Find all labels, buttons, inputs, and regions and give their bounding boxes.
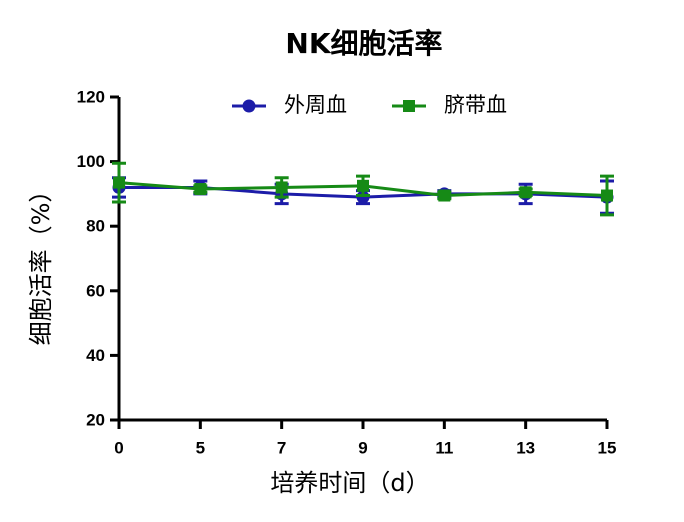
y-tick-label: 80 [86,217,105,236]
y-axis-label: 细胞活率（%） [27,179,55,346]
data-point [438,189,451,202]
x-tick-label: 11 [435,438,453,457]
x-tick-label: 0 [114,438,123,457]
data-point [519,186,532,199]
y-tick-label: 120 [77,87,105,106]
legend-label: 外周血 [284,93,347,117]
data-point [357,179,369,192]
chart-title: NK细胞活率 [285,27,442,60]
x-tick-label: 5 [196,438,205,457]
data-point [275,181,288,194]
y-tick-label: 40 [86,346,105,365]
data-point [356,190,370,204]
legend-marker [242,99,256,113]
x-tick-label: 7 [277,438,286,457]
data-point [601,189,613,202]
x-axis-label: 培养时间（d） [270,469,429,497]
data-point [113,176,125,189]
y-tick-label: 100 [77,152,105,171]
x-tick-label: 15 [598,438,617,457]
legend-marker [403,100,415,112]
x-tick-label: 13 [516,438,535,457]
legend-label: 脐带血 [444,93,507,117]
x-tick-label: 9 [358,438,367,457]
y-tick-label: 60 [86,281,105,300]
y-tick-label: 20 [86,410,105,429]
data-point [194,183,207,196]
